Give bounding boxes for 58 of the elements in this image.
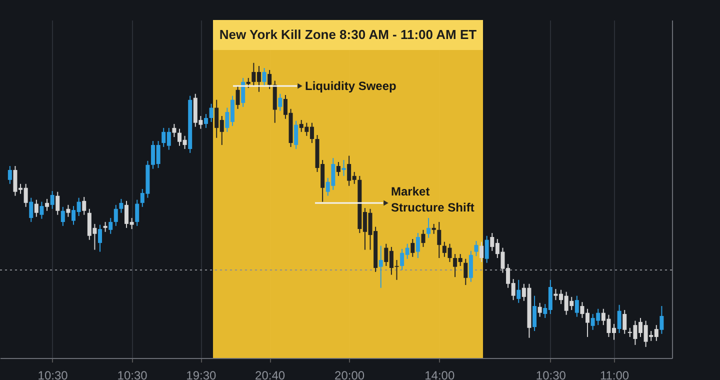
candlestick: [241, 77, 246, 108]
candlestick: [268, 69, 272, 90]
candlestick: [8, 165, 12, 184]
candlestick: [50, 190, 54, 210]
candlestick: [108, 217, 113, 234]
candlestick: [480, 241, 484, 262]
candlestick: [262, 68, 266, 86]
candlestick: [98, 224, 102, 252]
candlestick: [246, 77, 250, 88]
candlestick: [468, 250, 473, 282]
candlestick: [135, 199, 140, 226]
candlestick: [484, 235, 489, 264]
candlestick: [538, 302, 542, 318]
x-tick-label: 19:30: [186, 368, 217, 380]
x-tick-label: 10:30: [117, 368, 148, 380]
candlestick: [410, 238, 415, 258]
annotation: Liquidity Sweep: [305, 79, 396, 93]
text: New York Kill Zone 8:30 AM - 11:00 AM ET: [219, 27, 477, 42]
candlestick: [209, 103, 214, 122]
candlestick: [474, 240, 478, 257]
candlestick: [432, 223, 436, 234]
candlestick: [464, 258, 468, 286]
candlestick: [40, 201, 44, 220]
candlestick: [532, 295, 537, 332]
candlestick: [204, 114, 208, 128]
x-tick-label: 14:00: [424, 368, 455, 380]
candlestick: [172, 123, 176, 138]
candlestick: [82, 196, 86, 216]
candlestick: [437, 221, 442, 259]
candlestick: [66, 204, 70, 218]
candlestick: [119, 198, 124, 214]
candlestick: [421, 229, 426, 248]
candlestick: [34, 199, 38, 218]
candlestick: [56, 191, 60, 216]
candlestick: [426, 217, 431, 238]
candlestick: [378, 245, 383, 288]
annotation: Market Structure Shift: [391, 184, 474, 214]
x-tick-label: 20:00: [334, 368, 365, 380]
candlestick: [294, 120, 298, 150]
x-tick-label: 10:30: [38, 368, 68, 380]
x-tick-label: 11:00: [600, 368, 630, 380]
candlestick: [574, 295, 579, 318]
candlestick: [29, 197, 34, 222]
candlestick: [342, 160, 346, 176]
x-tick-label: 20:40: [255, 368, 286, 380]
candlestick: [45, 198, 50, 212]
candlestick: [278, 93, 282, 112]
candlestick: [617, 304, 622, 334]
candlestick: [236, 85, 240, 110]
x-tick-label: 10:30: [536, 368, 566, 380]
candlestick: [336, 162, 340, 176]
candlestick: [622, 310, 627, 334]
candlestick: [660, 306, 664, 334]
candlestick: [416, 232, 420, 259]
candlestick: [114, 204, 118, 226]
candlestick: [60, 206, 65, 226]
candlestick: [516, 279, 521, 304]
candlestick: [103, 221, 108, 232]
